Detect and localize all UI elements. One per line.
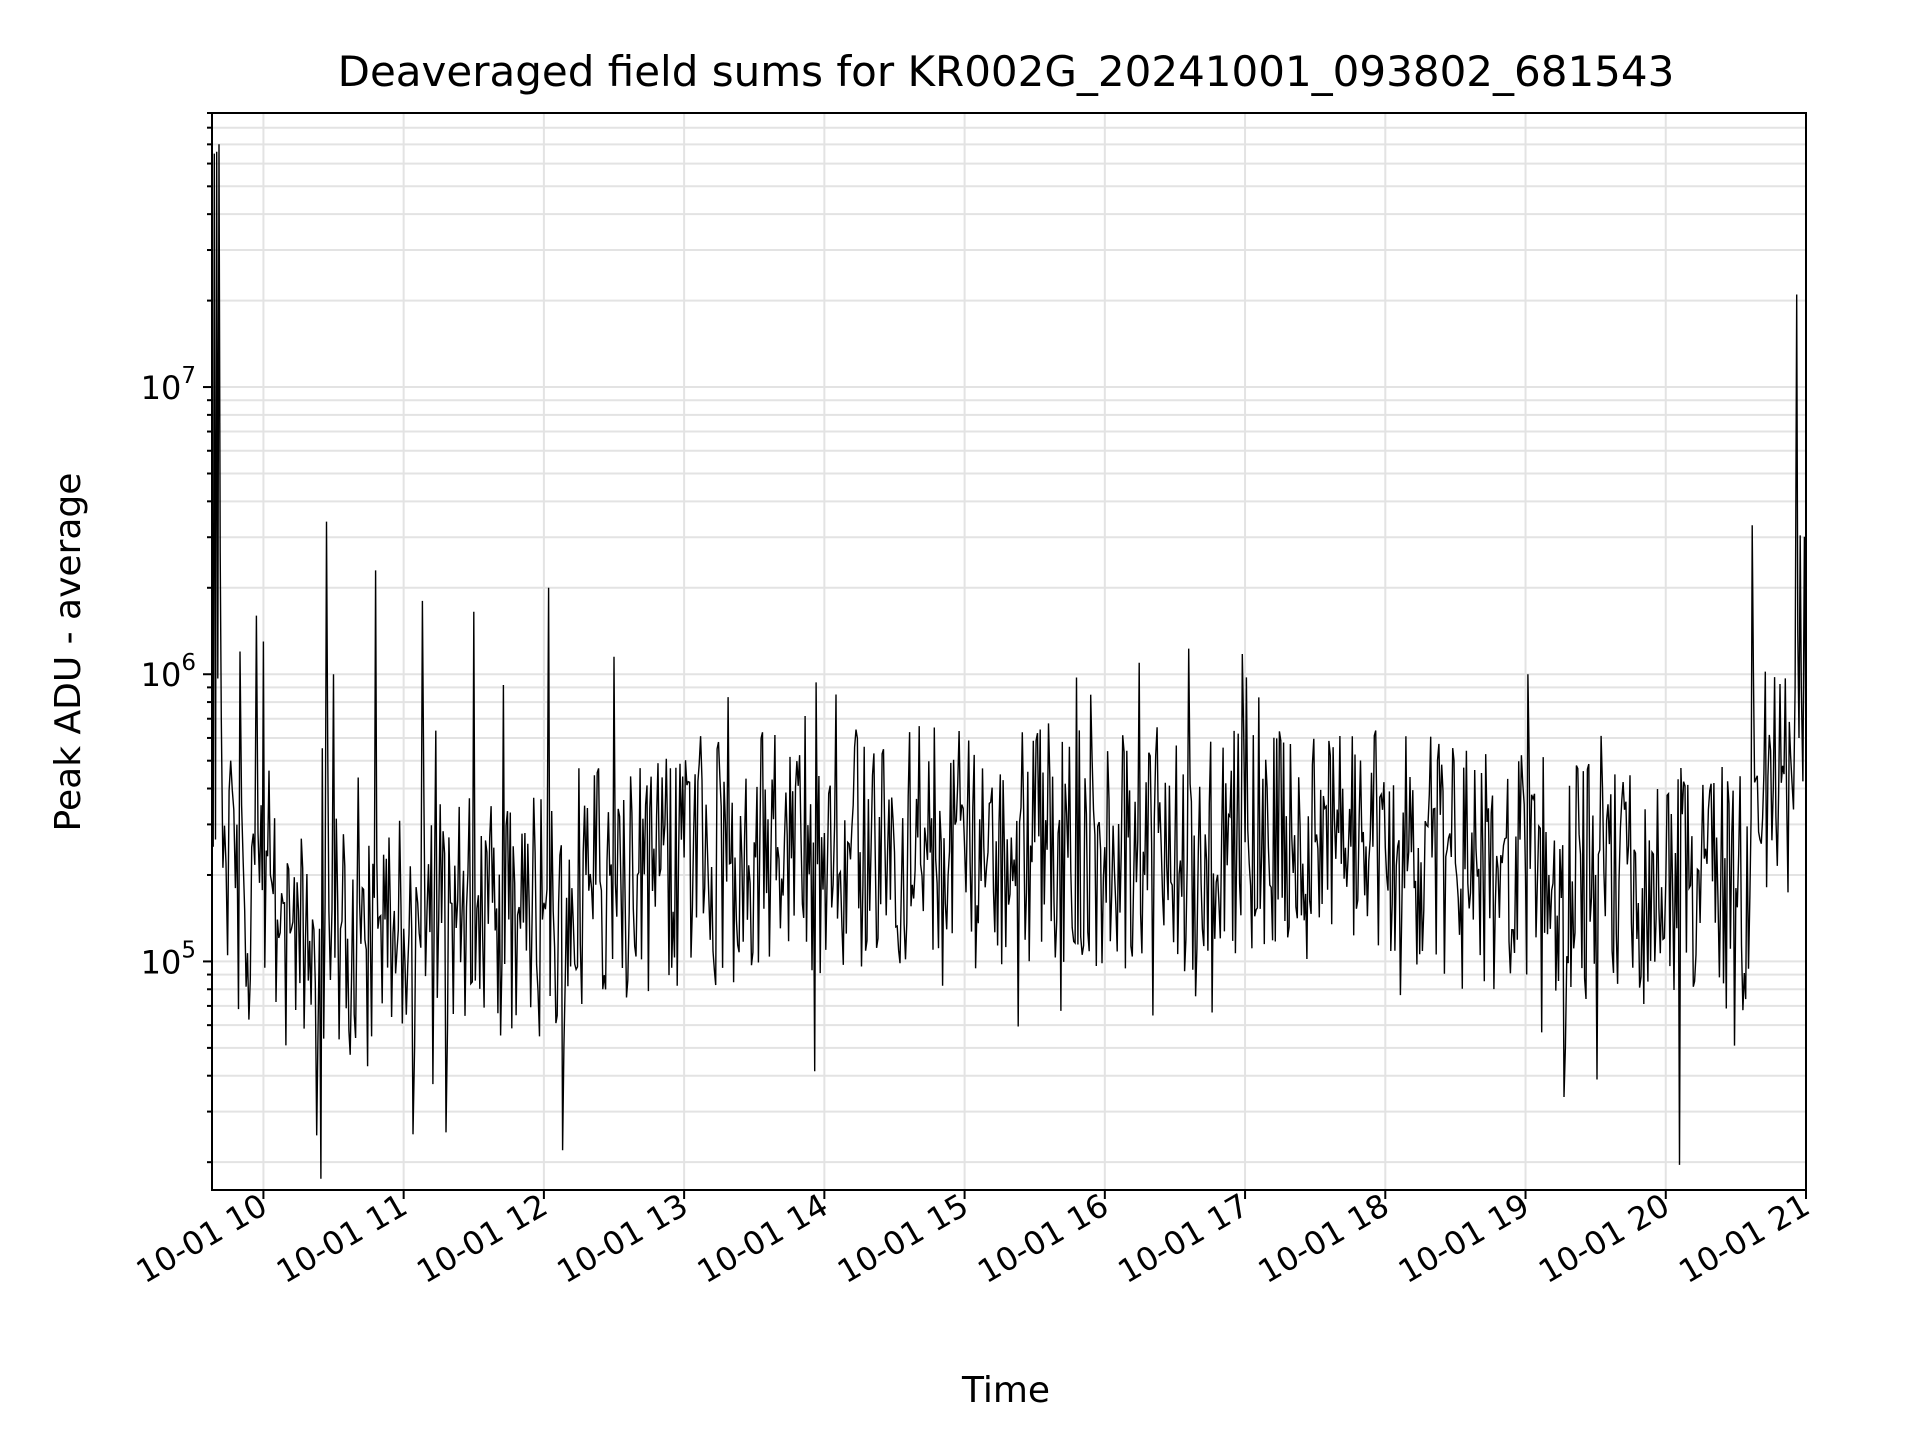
y-tick-label: 106: [141, 650, 196, 694]
series-layer: [211, 144, 1807, 1179]
x-axis-label: Time: [961, 1370, 1050, 1411]
plot-frame: [211, 112, 1807, 1191]
y-axis: 105 106 107: [141, 112, 212, 1164]
y-tick-label: 107: [141, 363, 196, 407]
y-axis-label: Peak ADU - average: [48, 473, 89, 832]
y-tick-label: 105: [141, 937, 196, 981]
chart-title: Deaveraged field sums for KR002G_2024100…: [338, 47, 1675, 96]
series-line: [211, 144, 1807, 1179]
